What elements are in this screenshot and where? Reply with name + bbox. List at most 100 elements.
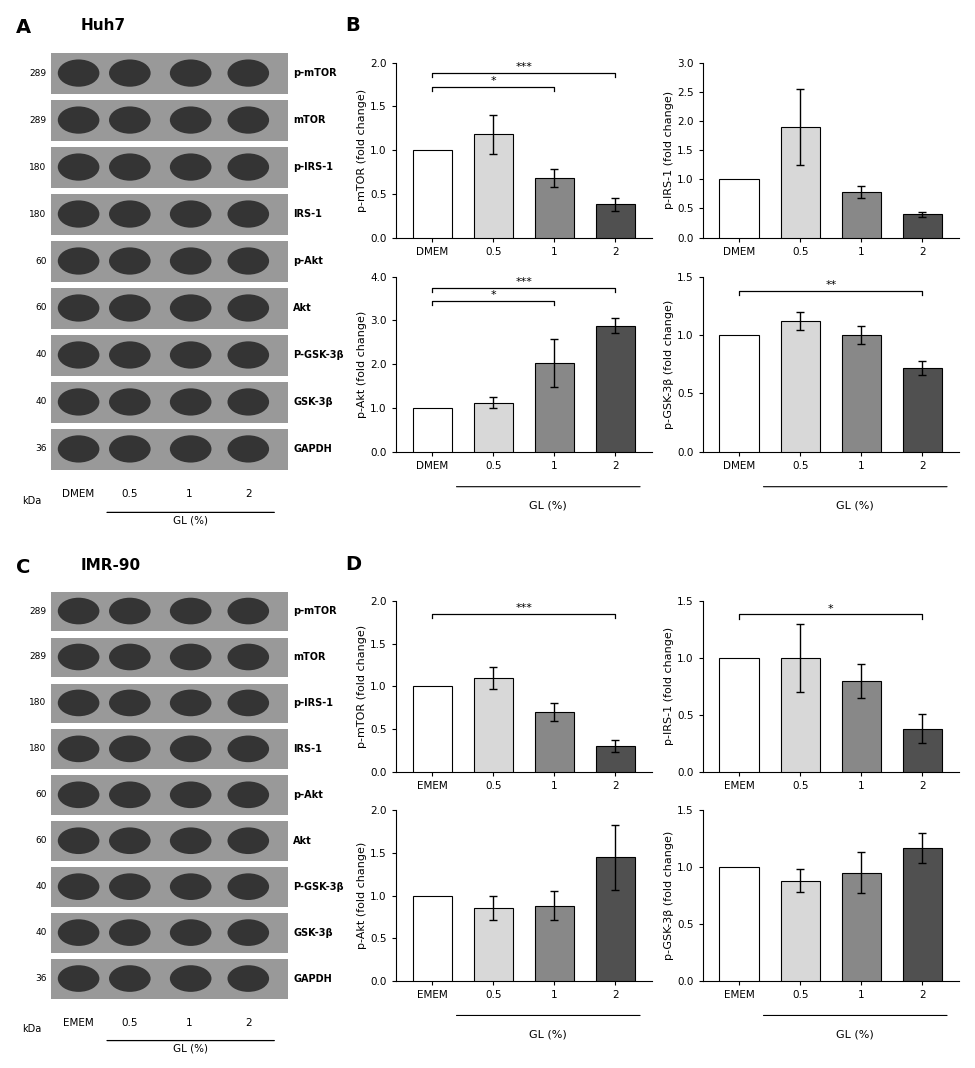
Ellipse shape	[109, 60, 150, 87]
Bar	[781, 881, 820, 981]
Ellipse shape	[227, 965, 269, 992]
Text: 2: 2	[245, 1018, 252, 1027]
Ellipse shape	[109, 920, 150, 946]
Ellipse shape	[170, 107, 212, 134]
Bar	[412, 687, 452, 772]
Ellipse shape	[58, 107, 99, 134]
Text: GAPDH: GAPDH	[293, 444, 332, 454]
Ellipse shape	[109, 107, 150, 134]
Text: P-GSK-3β: P-GSK-3β	[293, 350, 344, 360]
Bar	[596, 747, 636, 772]
Bar	[474, 678, 513, 772]
Bar	[720, 867, 760, 981]
Text: IRS-1: IRS-1	[293, 743, 322, 754]
Bar	[412, 151, 452, 238]
Ellipse shape	[109, 690, 150, 717]
Ellipse shape	[58, 389, 99, 415]
Bar	[841, 192, 881, 238]
Text: GSK-3β: GSK-3β	[293, 397, 332, 407]
Ellipse shape	[227, 342, 269, 368]
Text: Huh7: Huh7	[80, 18, 126, 33]
Y-axis label: p-mTOR (fold change): p-mTOR (fold change)	[357, 89, 368, 211]
Bar	[534, 906, 574, 981]
Bar	[596, 858, 636, 981]
Ellipse shape	[170, 920, 212, 946]
Text: ***: ***	[516, 277, 532, 286]
Ellipse shape	[170, 690, 212, 717]
Text: 36: 36	[35, 974, 47, 983]
Ellipse shape	[109, 782, 150, 808]
Ellipse shape	[109, 965, 150, 992]
Text: GAPDH: GAPDH	[293, 974, 332, 984]
Bar	[52, 194, 289, 235]
Ellipse shape	[227, 644, 269, 671]
Ellipse shape	[170, 248, 212, 274]
Ellipse shape	[227, 920, 269, 946]
Bar	[52, 382, 289, 423]
Ellipse shape	[109, 598, 150, 625]
Ellipse shape	[58, 690, 99, 717]
Bar	[534, 363, 574, 452]
Ellipse shape	[109, 874, 150, 900]
Ellipse shape	[170, 154, 212, 180]
Bar	[52, 867, 289, 907]
Text: p-mTOR: p-mTOR	[293, 68, 336, 78]
Text: A: A	[17, 18, 31, 37]
Text: 289: 289	[29, 115, 47, 125]
Ellipse shape	[109, 201, 150, 227]
Y-axis label: p-mTOR (fold change): p-mTOR (fold change)	[357, 625, 368, 748]
Ellipse shape	[227, 248, 269, 274]
Ellipse shape	[227, 295, 269, 321]
Bar	[412, 896, 452, 981]
Ellipse shape	[170, 295, 212, 321]
Text: *: *	[490, 76, 496, 87]
Text: 289: 289	[29, 653, 47, 661]
Text: mTOR: mTOR	[293, 651, 326, 662]
Text: 40: 40	[35, 882, 47, 891]
Text: GL (%): GL (%)	[837, 501, 875, 511]
Text: GL (%): GL (%)	[174, 1043, 208, 1053]
Text: **: **	[825, 280, 837, 289]
Y-axis label: p-GSK-3β (fold change): p-GSK-3β (fold change)	[664, 831, 675, 960]
Text: ***: ***	[516, 602, 532, 613]
Y-axis label: p-IRS-1 (fold change): p-IRS-1 (fold change)	[664, 91, 675, 209]
Bar	[781, 321, 820, 452]
Text: 0.5: 0.5	[122, 1018, 138, 1027]
Ellipse shape	[170, 60, 212, 87]
Text: 1: 1	[186, 489, 192, 499]
Ellipse shape	[227, 436, 269, 462]
Bar	[903, 728, 942, 772]
Text: p-Akt: p-Akt	[293, 790, 323, 800]
Text: mTOR: mTOR	[293, 115, 326, 125]
Text: p-mTOR: p-mTOR	[293, 606, 336, 616]
Text: 180: 180	[29, 698, 47, 707]
Bar	[52, 775, 289, 815]
Ellipse shape	[170, 389, 212, 415]
Text: GSK-3β: GSK-3β	[293, 928, 332, 938]
Text: 289: 289	[29, 607, 47, 615]
Text: EMEM: EMEM	[63, 1018, 94, 1027]
Bar	[781, 658, 820, 772]
Bar	[412, 408, 452, 452]
Bar	[474, 403, 513, 452]
Text: 40: 40	[35, 928, 47, 937]
Ellipse shape	[58, 598, 99, 625]
Text: *: *	[490, 289, 496, 300]
Text: 60: 60	[35, 303, 47, 313]
Ellipse shape	[109, 342, 150, 368]
Bar	[52, 429, 289, 470]
Ellipse shape	[58, 874, 99, 900]
Ellipse shape	[58, 436, 99, 462]
Text: 180: 180	[29, 209, 47, 219]
Ellipse shape	[227, 598, 269, 625]
Bar	[903, 367, 942, 452]
Ellipse shape	[58, 782, 99, 808]
Y-axis label: p-IRS-1 (fold change): p-IRS-1 (fold change)	[664, 627, 675, 745]
Text: GL (%): GL (%)	[174, 515, 208, 525]
Bar	[781, 127, 820, 238]
Ellipse shape	[227, 828, 269, 854]
Ellipse shape	[227, 736, 269, 763]
Ellipse shape	[58, 342, 99, 368]
Text: kDa: kDa	[22, 496, 42, 506]
Text: 289: 289	[29, 68, 47, 78]
